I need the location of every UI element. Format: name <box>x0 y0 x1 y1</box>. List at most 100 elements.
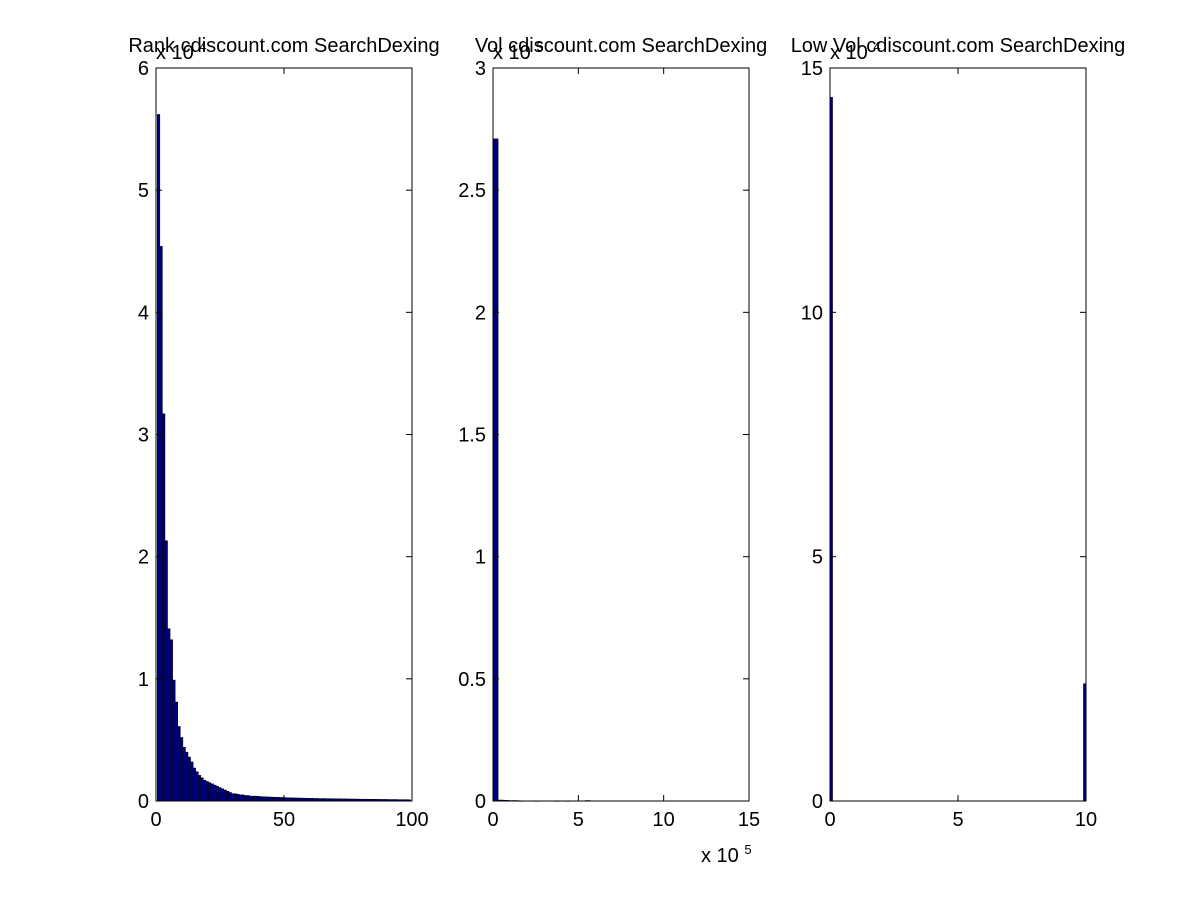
bar-1-96 <box>400 799 404 802</box>
bar-2-10 <box>584 800 591 802</box>
bar-1-89 <box>382 799 386 802</box>
bar-1-66 <box>323 798 327 802</box>
bar-1-82 <box>364 798 368 802</box>
bar-1-63 <box>315 798 319 802</box>
plot-area-2 <box>492 67 750 802</box>
bar-1-69 <box>331 798 335 802</box>
x-tick-label: 10 <box>1075 809 1097 831</box>
x-tick-label: 10 <box>653 809 675 831</box>
bar-1-87 <box>377 799 381 802</box>
bar-1-15 <box>192 767 196 802</box>
y-tick-label: 0 <box>812 791 823 813</box>
bar-2-5 <box>513 800 519 802</box>
y-tick-label: 3 <box>475 58 486 80</box>
bar-1-36 <box>246 795 250 802</box>
bar-1-28 <box>226 790 230 802</box>
bar-1-52 <box>287 797 291 802</box>
bar-1-26 <box>221 788 225 802</box>
bar-1-62 <box>313 798 317 802</box>
bar-1-21 <box>208 782 212 802</box>
y-exponent-label: x 10 4 <box>830 39 881 64</box>
bar-1-58 <box>302 797 307 802</box>
bar-1-54 <box>292 797 296 802</box>
bar-2-9 <box>564 800 571 802</box>
chart-title: Rank cdiscount.com SearchDexing <box>128 35 439 57</box>
bar-1-79 <box>356 798 360 802</box>
bar-1-73 <box>341 798 345 802</box>
y-tick-label: 10 <box>801 302 823 324</box>
bar-1-60 <box>308 798 312 802</box>
x-tick-label: 5 <box>573 809 584 831</box>
bar-1-64 <box>318 798 322 802</box>
bar-1-13 <box>187 756 191 802</box>
bar-1-59 <box>305 797 309 802</box>
x-tick-label: 0 <box>824 809 835 831</box>
bar-1-72 <box>338 798 342 802</box>
bar-1-19 <box>203 779 207 802</box>
y-tick-label: 2 <box>138 547 149 569</box>
y-tick-label: 0.5 <box>458 669 486 691</box>
bar-1-86 <box>374 799 378 802</box>
bar-1-77 <box>351 798 355 802</box>
bar-1-35 <box>244 795 248 802</box>
bar-1-76 <box>349 798 353 802</box>
bar-1-2 <box>159 246 163 802</box>
bar-1-97 <box>402 799 406 802</box>
bar-2-3 <box>502 800 509 802</box>
bar-1-9 <box>177 726 181 802</box>
bar-1-46 <box>272 796 276 802</box>
bar-2-6 <box>518 800 524 802</box>
bar-1-24 <box>215 786 219 802</box>
bar-1-38 <box>251 795 255 802</box>
bar-1-3 <box>162 413 166 802</box>
y-tick-label: 5 <box>812 547 823 569</box>
bar-1-47 <box>274 797 278 802</box>
bar-1-67 <box>325 798 330 802</box>
x-tick-label: 5 <box>952 809 963 831</box>
bar-1-51 <box>285 797 289 802</box>
bar-1-12 <box>185 751 189 802</box>
bar-1-25 <box>218 787 222 802</box>
bar-1-39 <box>254 795 258 802</box>
x-tick-label: 100 <box>395 809 428 831</box>
bar-1-40 <box>256 796 260 802</box>
bar-2-7 <box>533 800 540 802</box>
y-tick-label: 4 <box>138 302 149 324</box>
y-exponent-label: x 10 4 <box>156 39 207 64</box>
bar-1-18 <box>200 777 204 802</box>
x-exponent-label: x 10 5 <box>701 842 752 867</box>
bar-1-78 <box>354 798 358 802</box>
chart-title: Vol cdiscount.com SearchDexing <box>475 35 767 57</box>
bar-1-90 <box>384 799 388 802</box>
x-exponent-power: 5 <box>744 842 751 857</box>
x-tick-label: 0 <box>487 809 498 831</box>
bar-1-88 <box>379 799 383 802</box>
plot-area-3 <box>829 67 1087 802</box>
bar-1-56 <box>297 797 301 802</box>
y-tick-label: 2.5 <box>458 180 486 202</box>
bar-1-20 <box>205 781 209 802</box>
bar-1-7 <box>172 679 176 802</box>
bar-1-22 <box>210 783 214 802</box>
bar-1-23 <box>213 784 217 802</box>
bar-3-2 <box>1083 683 1087 802</box>
bar-1-81 <box>361 798 365 802</box>
bar-1-93 <box>392 799 396 802</box>
y-exponent-power: 5 <box>536 39 543 54</box>
bar-1-14 <box>190 761 194 802</box>
bar-1-53 <box>290 797 294 802</box>
y-exponent-power: 4 <box>873 39 880 54</box>
y-tick-label: 1 <box>475 547 486 569</box>
bar-2-8 <box>554 800 560 802</box>
x-tick-label: 0 <box>150 809 161 831</box>
bar-1-34 <box>241 794 245 802</box>
bar-1-10 <box>180 737 184 802</box>
bar-2-4 <box>508 800 514 802</box>
bar-1-75 <box>346 798 350 802</box>
bar-1-49 <box>279 797 283 802</box>
bar-3-1 <box>829 97 833 802</box>
bar-1-85 <box>372 799 376 802</box>
bar-1-41 <box>259 796 263 802</box>
y-exponent-label: x 10 5 <box>493 39 544 64</box>
y-tick-label: 0 <box>475 791 486 813</box>
